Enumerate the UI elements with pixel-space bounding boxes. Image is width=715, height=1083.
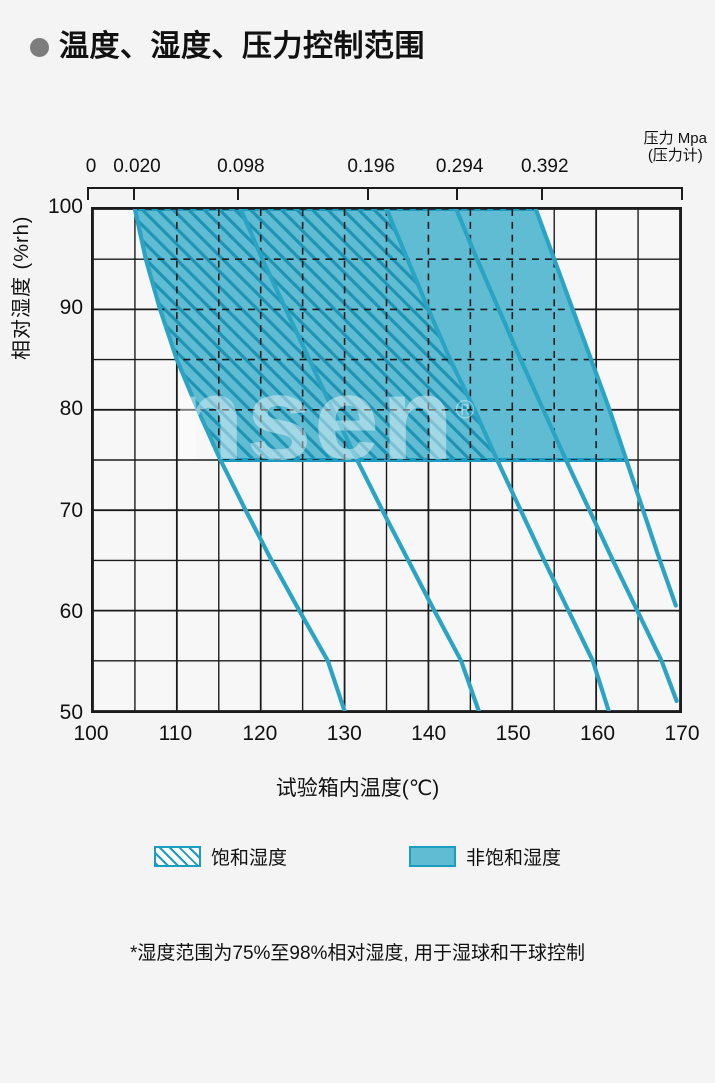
region-1 [386, 209, 627, 460]
chart-legend: 饱和湿度 非饱和湿度 [0, 843, 715, 870]
pressure-tick-label-3: 0.196 [347, 156, 395, 177]
y-tick-label-70: 70 [59, 498, 83, 522]
pressure-tick-2 [236, 187, 239, 200]
pressure-axis-unit-main: 压力 Mpa [643, 130, 707, 147]
pressure-axis-line [87, 187, 683, 189]
pressure-axis [87, 187, 683, 201]
saturation-curve-5 [533, 209, 678, 608]
legend-item-unsaturated: 非饱和湿度 [409, 843, 561, 870]
y-tick-label-50: 50 [59, 701, 83, 724]
saturation-curve-2 [238, 209, 481, 711]
x-tick-label-140: 140 [411, 722, 447, 745]
legend-label-saturated: 饱和湿度 [210, 848, 287, 869]
saturation-curve-1 [132, 209, 347, 711]
pressure-tick-3 [367, 187, 370, 200]
page-title: 温度、湿度、压力控制范围 [30, 32, 425, 62]
y-tick-label-60: 60 [59, 599, 83, 623]
x-tick-label-120: 120 [242, 722, 278, 745]
bullet-dot-icon [30, 37, 49, 57]
pressure-axis-unit-sub: (压力计) [647, 146, 703, 164]
y-tick-label-90: 90 [59, 296, 83, 320]
pressure-tick-4 [455, 187, 458, 200]
pressure-tick-5 [540, 187, 543, 200]
chart-footnote: *湿度范围为75%至98%相对湿度, 用于湿球和干球控制 [129, 943, 585, 964]
x-tick-label-170: 170 [664, 722, 700, 745]
pressure-tick-label-1: 0.020 [113, 156, 161, 177]
saturation-curve-4 [454, 209, 679, 704]
pressure-tick-label-5: 0.392 [521, 156, 569, 177]
pressure-tick-0 [87, 187, 89, 200]
page-title-text: 温度、湿度、压力控制范围 [59, 30, 425, 63]
x-axis-ticks: 100 110 120 130 140 150 160 170 [73, 722, 699, 750]
x-tick-label-160: 160 [580, 722, 616, 745]
x-tick-label-110: 110 [158, 722, 193, 745]
x-tick-label-150: 150 [495, 722, 531, 745]
y-axis-ticks: 50 60 70 80 90 100 [28, 195, 83, 724]
shaded-regions [134, 209, 627, 462]
pressure-tick-1 [132, 187, 135, 200]
pressure-tick-label-0: 0 [85, 156, 97, 177]
plot-area [91, 207, 682, 713]
legend-swatch-solid-icon [409, 846, 456, 867]
y-axis-title: 相对湿度 (%rh) [11, 215, 33, 360]
saturation-curve-3 [384, 209, 611, 711]
x-axis-title: 试验箱内温度(℃) [275, 777, 440, 800]
plot-svg [93, 209, 680, 711]
region-0 [134, 209, 498, 460]
legend-item-saturated: 饱和湿度 [153, 843, 287, 870]
y-tick-label-100: 100 [47, 195, 83, 218]
pressure-tick-end [681, 187, 683, 200]
pressure-axis-unit: 压力 Mpa (压力计) [643, 130, 707, 165]
pressure-tick-label-4: 0.294 [435, 156, 484, 177]
legend-label-unsaturated: 非饱和湿度 [466, 848, 562, 869]
pressure-tick-label-2: 0.098 [217, 156, 265, 177]
x-tick-label-130: 130 [326, 722, 362, 745]
legend-swatch-hatched-icon [153, 846, 201, 867]
y-tick-label-80: 80 [59, 397, 83, 421]
saturation-curves [132, 209, 679, 711]
x-tick-label-100: 100 [73, 722, 109, 745]
